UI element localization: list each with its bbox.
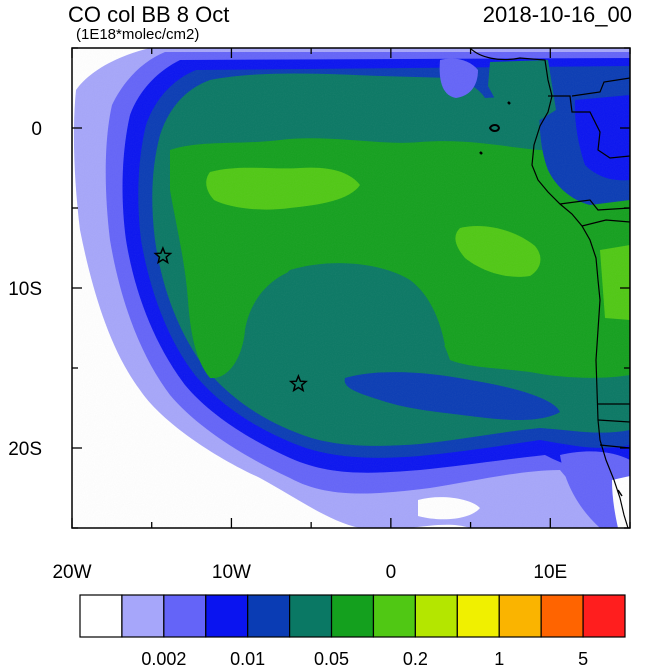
date-label: 2018-10-16_00 xyxy=(482,2,632,27)
colorbar-label: 0.05 xyxy=(314,649,349,667)
colorbar-box xyxy=(372,594,416,638)
colorbar-label: 5 xyxy=(578,649,588,667)
colorbar-label: 1 xyxy=(494,649,504,667)
star-marker xyxy=(288,373,308,393)
colorbar-box xyxy=(163,594,207,638)
x-tick-label: 10W xyxy=(212,562,251,583)
colorbar-box xyxy=(456,594,500,638)
colorbar-box xyxy=(330,594,375,638)
x-tick-label: 20W xyxy=(52,562,91,583)
colorbar-box xyxy=(540,594,584,638)
colorbar-label: 0.002 xyxy=(141,649,186,667)
colorbar-label: 0.01 xyxy=(230,649,265,667)
colorbar: 0.002 0.01 0.05 0.2 1 5 xyxy=(79,594,626,667)
units-label: (1E18*molec/cm2) xyxy=(76,26,200,43)
colorbar-box xyxy=(79,594,123,638)
y-tick-label: 20S xyxy=(8,439,42,460)
concentration-field xyxy=(72,48,630,528)
tick-layer: 20W 10W 0 10E 0 10S 20S xyxy=(8,47,631,583)
colorbar-box xyxy=(498,594,542,638)
y-tick-label: 0 xyxy=(31,119,42,140)
colorbar-box xyxy=(247,594,291,638)
colorbar-label: 0.2 xyxy=(403,649,428,667)
star-marker xyxy=(153,245,173,265)
colorbar-box xyxy=(414,594,458,638)
marker-layer xyxy=(153,245,308,393)
x-tick-label: 0 xyxy=(386,562,397,583)
x-tick-label: 10E xyxy=(533,562,567,583)
colorbar-box xyxy=(121,594,165,638)
colorbar-box xyxy=(582,594,626,638)
y-tick-label: 10S xyxy=(8,279,42,300)
colorbar-box xyxy=(289,594,333,638)
colorbar-box xyxy=(205,594,249,638)
map-title: CO col BB 8 Oct xyxy=(68,2,230,27)
